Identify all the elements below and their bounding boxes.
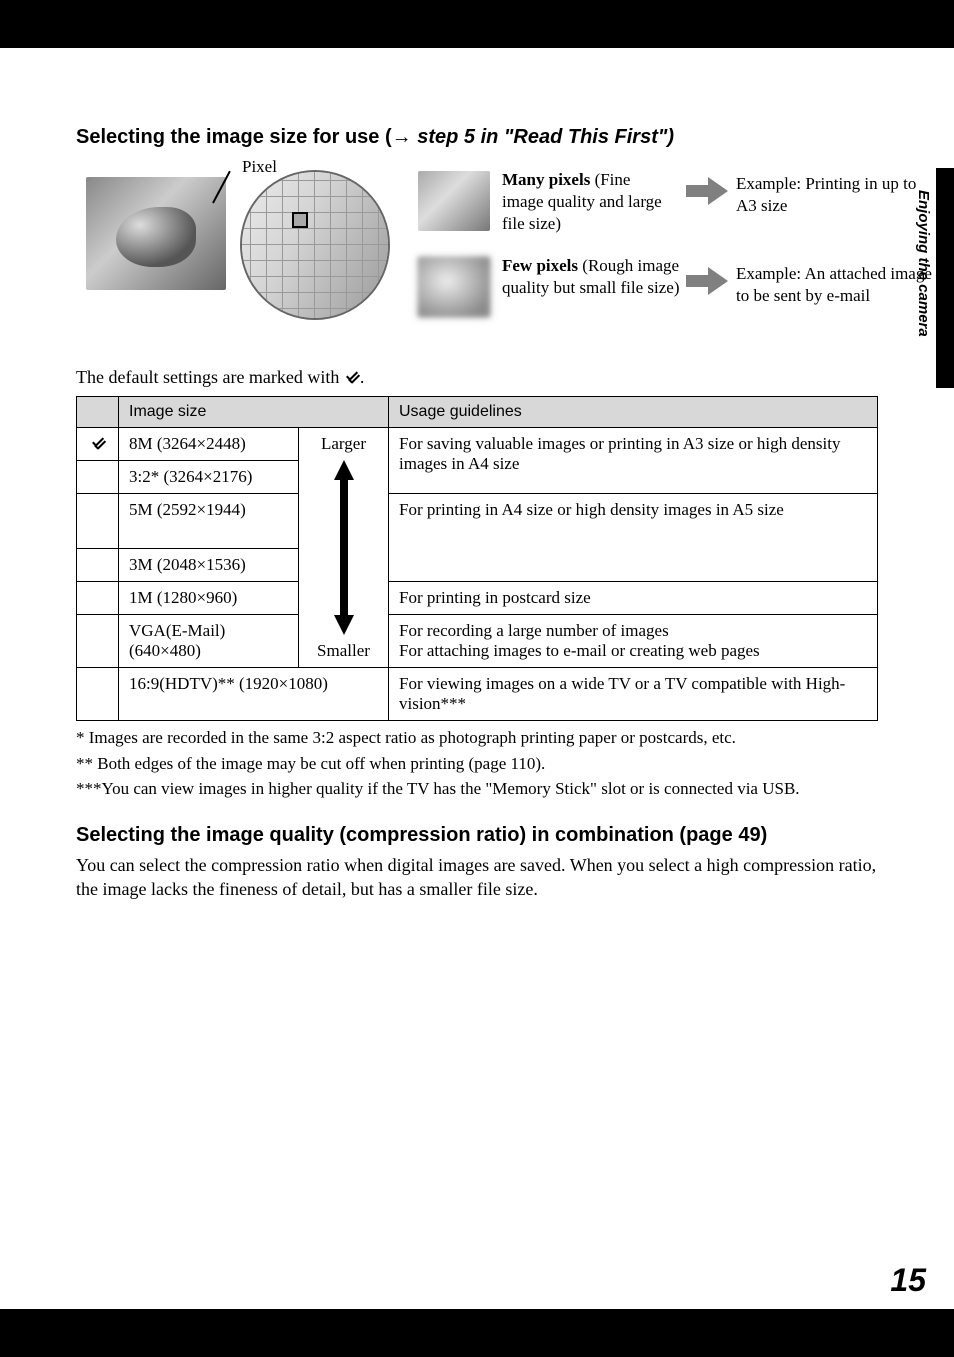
table-row: VGA(E-Mail) (640×480) For recording a la…: [77, 615, 878, 668]
many-pixels-thumb: [418, 171, 490, 231]
right-arrow-glyph: →: [392, 126, 412, 148]
few-pixels-thumb: [418, 257, 490, 317]
check-icon: [344, 373, 360, 385]
row-size: 8M (3264×2448): [119, 428, 299, 461]
footnote2: ** Both edges of the image may be cut of…: [76, 751, 878, 777]
page-number: 15: [890, 1262, 926, 1299]
table-row: 8M (3264×2448) Larger Smaller For saving…: [77, 428, 878, 461]
top-header-bar: [0, 0, 954, 48]
footnote3: ***You can view images in higher quality…: [76, 776, 878, 802]
row-check-cell: [77, 582, 119, 615]
example1-text: Example: Printing in up to A3 size: [736, 173, 936, 217]
image-size-table: Image size Usage guidelines 8M (3264×244…: [76, 396, 878, 721]
many-pixels-bold: Many pixels: [502, 170, 590, 189]
row-usage: For printing in postcard size: [389, 582, 878, 615]
row-check-cell: [77, 615, 119, 668]
row-check-cell: [77, 549, 119, 582]
header-image-size: Image size: [119, 397, 389, 428]
row-size: VGA(E-Mail) (640×480): [119, 615, 299, 668]
row-size: 5M (2592×1944): [119, 494, 299, 549]
larger-smaller-arrow-cell: Larger Smaller: [299, 428, 389, 668]
default-pre: The default settings are marked with: [76, 367, 344, 387]
bottom-footer-bar: [0, 1309, 954, 1357]
row-check-cell: [77, 428, 119, 461]
footnote1: * Images are recorded in the same 3:2 as…: [76, 725, 878, 751]
smaller-label: Smaller: [309, 641, 378, 661]
row-usage: For printing in A4 size or high density …: [389, 494, 878, 582]
table-row: 5M (2592×1944) For printing in A4 size o…: [77, 494, 878, 549]
side-black-tab: [936, 168, 954, 388]
table-row: 1M (1280×960) For printing in postcard s…: [77, 582, 878, 615]
table-header-row: Image size Usage guidelines: [77, 397, 878, 428]
few-pixels-bold: Few pixels: [502, 256, 578, 275]
page-content: Selecting the image size for use (→ step…: [0, 126, 954, 901]
row-size: 1M (1280×960): [119, 582, 299, 615]
magnified-pixel-circle: [240, 170, 390, 320]
heading1-pre: Selecting the image size for use (: [76, 126, 392, 148]
pixel-illustration: Pixel Many pixels (Fine image quality an…: [76, 157, 878, 357]
larger-label: Larger: [309, 434, 378, 454]
header-check: [77, 397, 119, 428]
example-arrow-icon: [686, 267, 728, 295]
row-size: 3:2* (3264×2176): [119, 461, 299, 494]
row-size: 16:9(HDTV)** (1920×1080): [119, 668, 389, 721]
up-down-arrow-icon: [334, 460, 354, 635]
header-usage: Usage guidelines: [389, 397, 878, 428]
default-settings-text: The default settings are marked with .: [76, 367, 878, 388]
many-pixels-desc: Many pixels (Fine image quality and larg…: [502, 169, 672, 235]
row-usage: For viewing images on a wide TV or a TV …: [389, 668, 878, 721]
check-icon: [90, 439, 106, 451]
row-size: 3M (2048×1536): [119, 549, 299, 582]
row-check-cell: [77, 668, 119, 721]
table-row: 16:9(HDTV)** (1920×1080) For viewing ima…: [77, 668, 878, 721]
few-pixels-desc: Few pixels (Rough image quality but smal…: [502, 255, 682, 299]
row-check-cell: [77, 461, 119, 494]
row-usage: For recording a large number of images F…: [389, 615, 878, 668]
row-usage: For saving valuable images or printing i…: [389, 428, 878, 494]
bird-photo: [86, 177, 226, 290]
heading-image-quality: Selecting the image quality (compression…: [76, 824, 878, 847]
heading-image-size: Selecting the image size for use (→ step…: [76, 126, 878, 149]
body-paragraph: You can select the compression ratio whe…: [76, 853, 878, 902]
footnotes: * Images are recorded in the same 3:2 as…: [76, 725, 878, 802]
example2-text: Example: An attached image to be sent by…: [736, 263, 936, 307]
heading1-post: step 5 in "Read This First"): [412, 126, 674, 148]
default-post: .: [360, 367, 365, 387]
row-check-cell: [77, 494, 119, 549]
example-arrow-icon: [686, 177, 728, 205]
